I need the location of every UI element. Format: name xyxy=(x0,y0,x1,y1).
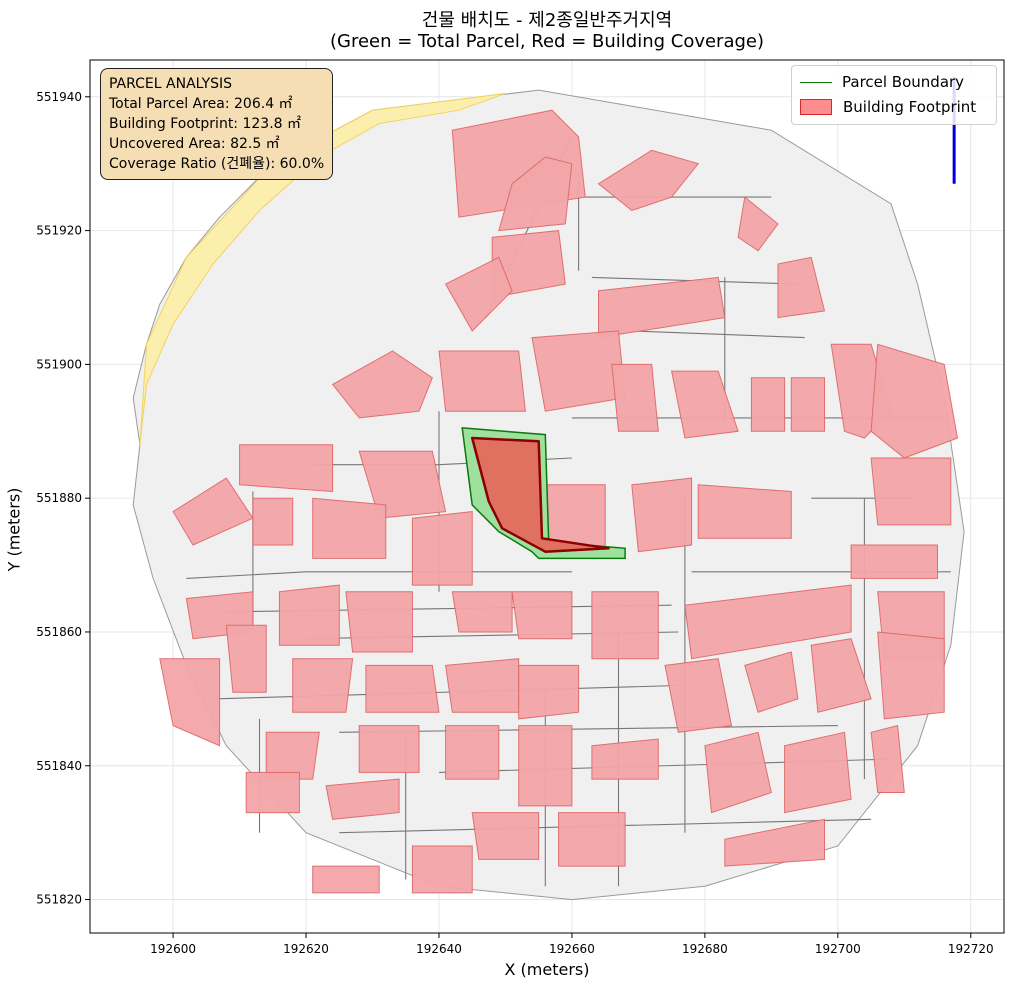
y-tick-label: 551900 xyxy=(36,357,82,371)
building-footprint xyxy=(531,330,626,412)
info-footprint: Building Footprint: 123.8 ㎡ xyxy=(109,116,302,132)
parcel-line xyxy=(631,330,805,339)
parcel-analysis-box: PARCEL ANALYSIS Total Parcel Area: 206.4… xyxy=(100,68,334,180)
buildings-layer xyxy=(159,109,959,894)
building-footprint xyxy=(704,731,772,814)
y-tick-label: 551820 xyxy=(36,893,82,907)
x-axis-label: X (meters) xyxy=(504,960,590,979)
building-footprint xyxy=(684,584,852,660)
building-footprint xyxy=(670,370,739,439)
building-footprint xyxy=(877,631,945,720)
legend-item-building: Building Footprint xyxy=(800,97,976,117)
building-footprint xyxy=(750,377,786,432)
building-footprint xyxy=(518,664,580,720)
building-footprint xyxy=(438,350,526,412)
y-tick-label: 551880 xyxy=(36,491,82,505)
building-footprint xyxy=(445,658,520,713)
axis-ticks: 192600 192620 192640 192660 192680 192700 1927… xyxy=(36,90,993,956)
y-tick-label: 551860 xyxy=(36,625,82,639)
building-footprint xyxy=(611,363,659,432)
y-tick-label: 551920 xyxy=(36,224,82,238)
legend-line-swatch xyxy=(800,81,832,83)
target-parcel-layer xyxy=(461,427,626,560)
legend-item-parcel: Parcel Boundary xyxy=(800,72,964,92)
y-axis-label: Y (meters) xyxy=(4,487,24,572)
parcel-line xyxy=(212,684,679,700)
building-footprint xyxy=(724,818,825,867)
target-building xyxy=(470,436,610,553)
building-footprint xyxy=(245,771,300,814)
building-footprint xyxy=(444,256,513,332)
road-area xyxy=(139,92,506,445)
building-footprint xyxy=(345,591,413,653)
building-footprint xyxy=(325,778,400,820)
legend-label-building: Building Footprint xyxy=(843,98,977,116)
building-footprint xyxy=(631,477,693,553)
building-footprint xyxy=(159,658,221,747)
y-tick-label: 551840 xyxy=(36,759,82,773)
building-footprint xyxy=(239,444,334,493)
chart-subtitle: (Green = Total Parcel, Red = Building Co… xyxy=(329,31,765,52)
building-footprint xyxy=(358,450,447,519)
building-footprint xyxy=(498,156,573,232)
building-footprint xyxy=(312,497,387,559)
building-footprint xyxy=(365,664,440,713)
chart-title: 건물 배치도 - 제2종일반주거지역 xyxy=(421,10,673,31)
building-footprint xyxy=(790,377,825,432)
building-footprint xyxy=(597,149,700,212)
building-footprint xyxy=(225,624,267,693)
building-footprint xyxy=(278,584,340,646)
building-footprint xyxy=(511,591,573,640)
building-footprint xyxy=(411,845,473,894)
legend: Parcel Boundary Building Footprint xyxy=(791,65,997,125)
x-tick-label: 192700 xyxy=(815,942,861,956)
building-footprint xyxy=(664,658,733,733)
building-footprint xyxy=(591,591,659,660)
x-tick-label: 192640 xyxy=(416,942,462,956)
building-footprint xyxy=(697,484,792,539)
parcel-line xyxy=(339,725,838,733)
building-footprint xyxy=(591,738,659,780)
x-tick-label: 192680 xyxy=(682,942,728,956)
road-layer xyxy=(139,92,506,445)
building-footprint xyxy=(445,725,500,780)
building-footprint xyxy=(451,591,513,633)
building-footprint xyxy=(598,276,726,339)
legend-label-parcel: Parcel Boundary xyxy=(842,73,965,91)
plot-frame xyxy=(89,59,1005,934)
building-footprint xyxy=(331,350,433,419)
x-tick-label: 192600 xyxy=(150,942,196,956)
building-footprint xyxy=(737,196,779,252)
info-coverage-ratio: Coverage Ratio (건폐율): 60.0% xyxy=(109,156,325,172)
building-footprint xyxy=(312,865,380,894)
building-footprint xyxy=(850,544,938,579)
building-footprint xyxy=(471,812,540,860)
building-footprint xyxy=(358,725,420,773)
building-footprint xyxy=(558,812,626,867)
building-footprint xyxy=(252,497,294,546)
info-heading: PARCEL ANALYSIS xyxy=(109,76,233,92)
building-footprint xyxy=(292,658,354,713)
building-footprint xyxy=(518,725,573,807)
building-footprint xyxy=(870,457,952,526)
parcel-line xyxy=(186,571,572,579)
building-footprint xyxy=(777,256,826,319)
building-footprint xyxy=(265,731,320,780)
building-footprint xyxy=(784,731,852,814)
building-footprint xyxy=(744,651,799,713)
x-tick-label: 192720 xyxy=(948,942,994,956)
info-total-area: Total Parcel Area: 206.4 ㎡ xyxy=(109,96,293,112)
building-footprint xyxy=(870,724,905,793)
legend-patch-swatch xyxy=(800,99,832,115)
building-footprint xyxy=(870,343,959,459)
x-tick-label: 192620 xyxy=(283,942,329,956)
building-footprint xyxy=(810,638,872,713)
y-tick-label: 551940 xyxy=(36,90,82,104)
building-footprint xyxy=(411,511,473,586)
x-tick-label: 192660 xyxy=(549,942,595,956)
info-uncovered: Uncovered Area: 82.5 ㎡ xyxy=(109,136,280,152)
